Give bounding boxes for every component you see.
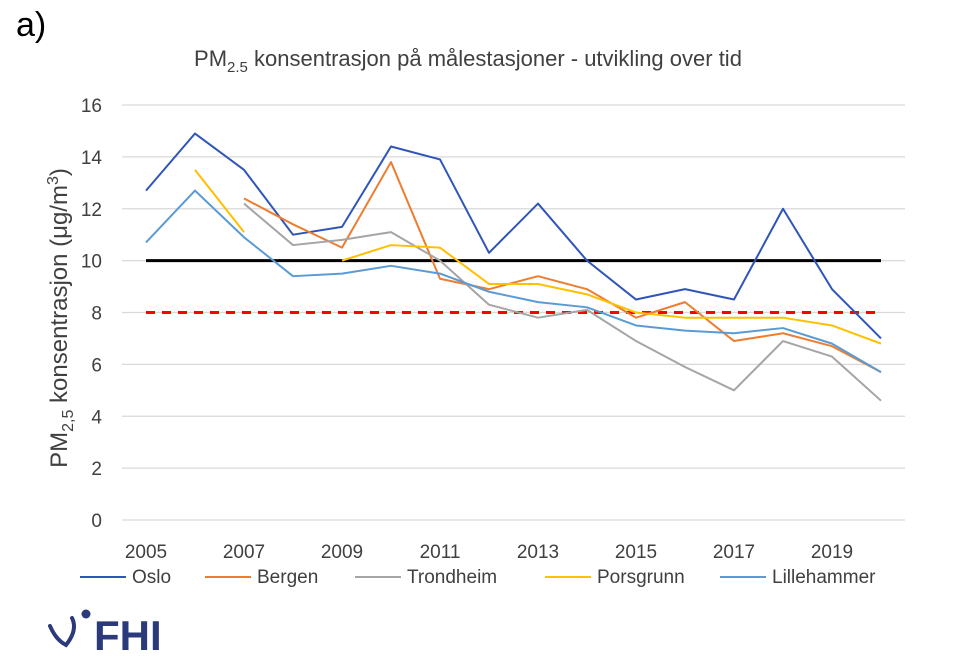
fhi-logo: FHI — [48, 609, 162, 659]
y-tick-label: 16 — [81, 96, 102, 117]
y-tick-label: 0 — [91, 511, 102, 532]
x-tick-label: 2011 — [420, 542, 461, 563]
legend-label-trondheim: Trondheim — [407, 567, 497, 588]
x-tick-label: 2009 — [321, 542, 363, 563]
y-tick-labels: 0 2 4 6 8 10 12 14 16 — [81, 96, 103, 532]
y-axis-label: PM2,5 konsentrasjon (μg/m3) — [45, 168, 77, 468]
y-tick-label: 4 — [91, 407, 102, 428]
y-tick-label: 2 — [91, 459, 102, 480]
reference-lines — [146, 259, 881, 314]
x-tick-label: 2015 — [615, 542, 657, 563]
series-line-oslo — [145, 132, 882, 340]
x-tick-labels: 2005 2007 2009 2011 2013 2015 2017 2019 — [125, 542, 853, 563]
x-tick-label: 2007 — [223, 542, 265, 563]
series-line-porsgrunn — [194, 169, 245, 233]
series-line-lillehammer — [145, 189, 882, 374]
x-tick-label: 2017 — [713, 542, 755, 563]
y-tick-label: 10 — [81, 252, 102, 273]
legend-label-lillehammer: Lillehammer — [772, 567, 876, 588]
x-tick-label: 2005 — [125, 542, 167, 563]
chart-title: PM2.5 konsentrasjon på målestasjoner - u… — [194, 46, 742, 76]
series-line-porsgrunn — [341, 244, 882, 345]
x-tick-label: 2019 — [811, 542, 853, 563]
legend-label-oslo: Oslo — [132, 567, 171, 588]
y-tick-label: 14 — [81, 148, 103, 169]
y-tick-label: 8 — [91, 304, 102, 325]
series-lines — [145, 132, 882, 402]
legend: Oslo Bergen Trondheim Porsgrunn Lillehammer — [80, 567, 876, 588]
logo-text: FHI — [94, 612, 162, 659]
logo-dot-icon — [81, 609, 91, 619]
logo-figure-icon — [48, 616, 76, 648]
legend-label-porsgrunn: Porsgrunn — [597, 567, 685, 588]
series-line-trondheim — [243, 202, 882, 402]
x-tick-label: 2013 — [517, 542, 559, 563]
y-tick-label: 12 — [81, 200, 102, 221]
panel-label: a) — [16, 6, 47, 44]
series-line-bergen — [243, 161, 882, 374]
y-tick-label: 6 — [91, 355, 102, 376]
legend-label-bergen: Bergen — [257, 567, 318, 588]
